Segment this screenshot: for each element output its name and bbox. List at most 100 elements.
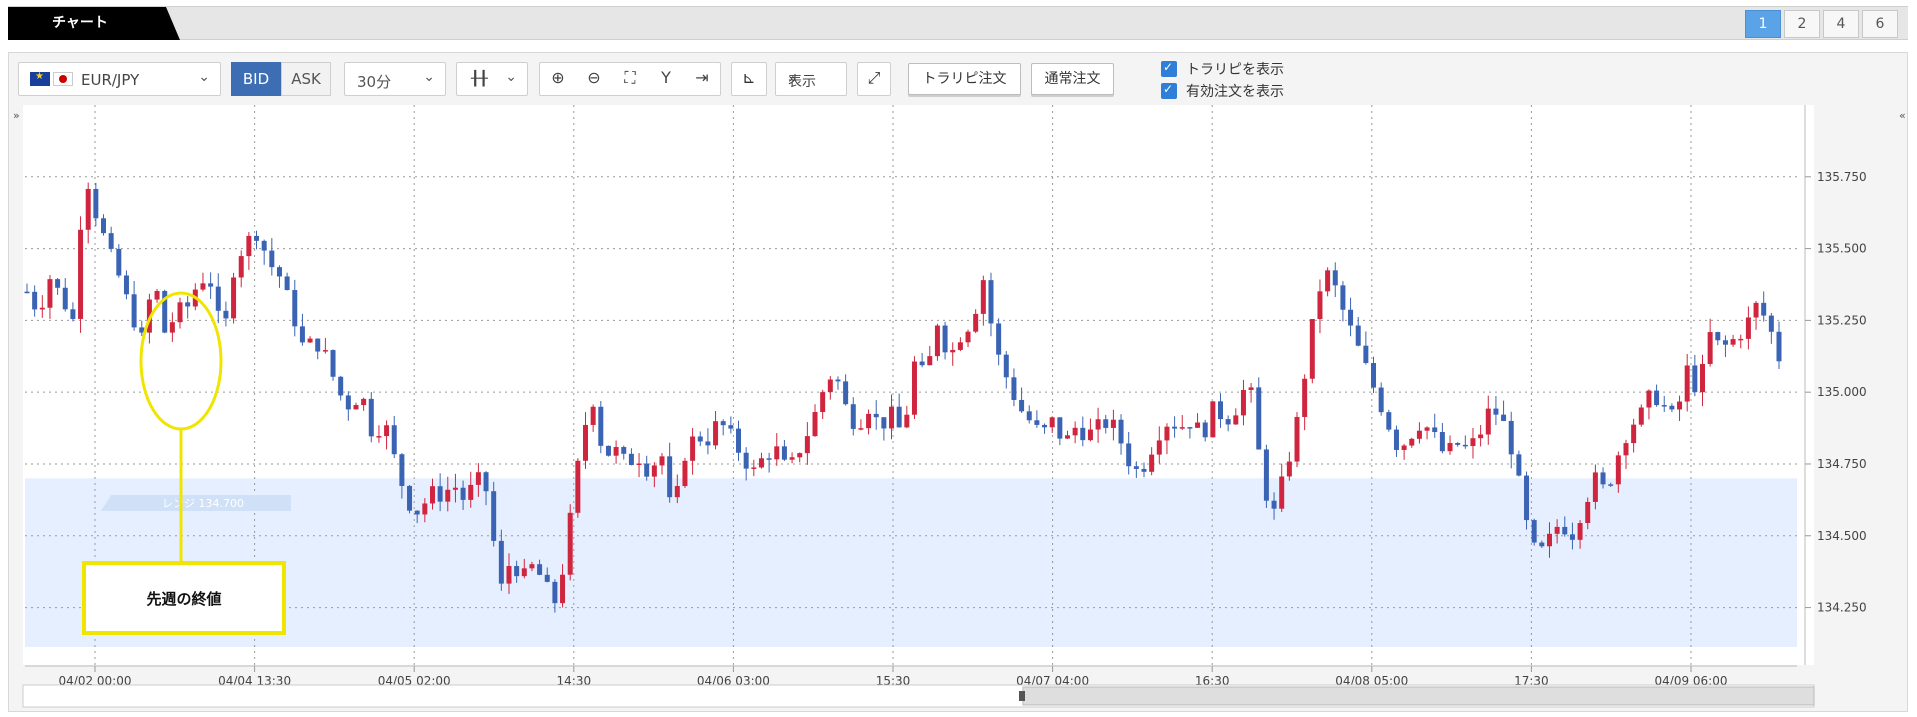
candle-body — [468, 484, 474, 500]
candle-body — [1554, 526, 1560, 534]
candle-body — [85, 188, 91, 230]
candle-body — [1753, 302, 1759, 318]
candle-body — [1416, 430, 1422, 439]
ask-button[interactable]: ASK — [281, 62, 331, 96]
layout-button-6[interactable]: 6 — [1862, 10, 1898, 38]
candle-body — [70, 309, 76, 319]
candle-body — [39, 307, 45, 310]
bid-button[interactable]: BID — [231, 62, 281, 96]
candle-body — [139, 327, 145, 333]
period-select[interactable]: 30分 ⌄ — [344, 62, 446, 96]
candle-body — [108, 233, 114, 249]
candle-body — [613, 447, 619, 456]
candle-body — [414, 510, 420, 515]
candle-body — [1026, 411, 1032, 421]
candle-body — [1485, 408, 1491, 435]
candle-body — [185, 302, 191, 307]
display-menu[interactable]: 表示 » — [775, 62, 847, 96]
y-axis-lock-icon[interactable]: Y — [661, 68, 671, 87]
candle-body — [736, 428, 742, 453]
candle-body — [1317, 291, 1323, 320]
candle-body — [330, 350, 336, 377]
candle-body — [544, 574, 550, 582]
show-trap-label: トラリピを表示 — [1186, 62, 1284, 78]
chevron-down-icon: ⌄ — [198, 69, 210, 85]
candles — [24, 182, 1782, 613]
candle-body — [957, 342, 963, 350]
candle-body — [1646, 390, 1652, 408]
candle-body — [368, 398, 374, 437]
layout-button-2[interactable]: 2 — [1784, 10, 1820, 38]
y-tick-label: 135.750 — [1817, 170, 1867, 184]
show-orders-checkbox[interactable]: 有効注文を表示 — [1161, 80, 1284, 102]
candle-body — [1439, 432, 1445, 452]
candle-body — [452, 487, 458, 490]
candle-body — [1615, 455, 1621, 485]
zoom-tools: ⊕ ⊖ ⛶ Y ⇥ — [539, 62, 721, 96]
candle-body — [1363, 345, 1369, 364]
candle-body — [1103, 419, 1109, 428]
candle-body — [399, 454, 405, 486]
zoom-in-icon[interactable]: ⊕ — [551, 68, 565, 87]
candle-body — [1348, 309, 1354, 326]
candle-body — [590, 406, 596, 425]
layout-button-1[interactable]: 1 — [1745, 10, 1781, 38]
candle-body — [1149, 454, 1155, 472]
candle-body — [1677, 401, 1683, 410]
candle-body — [269, 250, 275, 268]
candle-body — [1546, 533, 1552, 547]
candle-body — [361, 398, 367, 406]
candle-body — [766, 458, 772, 460]
candle-body — [1126, 443, 1132, 467]
fullscreen-button[interactable]: ⤢ — [857, 62, 891, 96]
candle-body — [422, 503, 428, 515]
price-chart[interactable]: 135.750 135.500 135.250 135.000 134.750 134.5… — [9, 105, 1909, 713]
add-indicator-icon: ⊾ — [742, 68, 756, 87]
candle-body — [1539, 542, 1545, 547]
candle-body — [1730, 339, 1736, 345]
fit-screen-icon[interactable]: ⛶ — [624, 68, 636, 87]
candle-body — [881, 417, 887, 429]
trap-repeat-order-button[interactable]: トラリピ注文 — [908, 63, 1021, 95]
candle-body — [1141, 468, 1147, 472]
candle-body — [1715, 332, 1721, 341]
add-indicator-button[interactable]: ⊾ — [731, 62, 767, 96]
candle-body — [1699, 363, 1705, 393]
candle-body — [1095, 419, 1101, 430]
candle-body — [1409, 438, 1415, 446]
candle-body — [1501, 414, 1507, 421]
candle-body — [919, 361, 925, 366]
candle-body — [1218, 401, 1224, 420]
candle-body — [621, 447, 627, 454]
candle-body — [498, 540, 504, 584]
chart-type-select[interactable]: ╂╂ ⌄ — [456, 62, 528, 96]
candle-body — [605, 445, 611, 456]
chart-area[interactable]: 135.750 135.500 135.250 135.000 134.750 134.5… — [9, 105, 1909, 713]
candle-body — [123, 275, 129, 295]
show-trap-checkbox[interactable]: トラリピを表示 — [1161, 58, 1284, 80]
currency-pair-label: EUR/JPY — [81, 71, 140, 89]
tab-chart[interactable]: チャート — [8, 7, 180, 40]
normal-order-button[interactable]: 通常注文 — [1031, 63, 1114, 95]
y-tick-label: 135.500 — [1817, 242, 1867, 256]
y-tick-label: 134.500 — [1817, 529, 1867, 543]
candle-body — [850, 404, 856, 429]
candle-body — [24, 291, 30, 294]
layout-button-4[interactable]: 4 — [1823, 10, 1859, 38]
candle-body — [789, 457, 795, 460]
candle-body — [560, 574, 566, 604]
candle-body — [154, 290, 160, 300]
currency-pair-select[interactable]: EUR/JPY ⌄ — [18, 62, 221, 96]
jump-latest-icon[interactable]: ⇥ — [695, 68, 709, 87]
eu-flag-icon — [30, 71, 50, 86]
checkbox-checked-icon — [1161, 60, 1177, 77]
candle-body — [93, 188, 99, 219]
candle-body — [514, 566, 520, 577]
candle-body — [32, 291, 38, 310]
candlestick-icon: ╂╂ — [471, 71, 488, 87]
zoom-out-icon[interactable]: ⊖ — [587, 68, 601, 87]
candle-body — [873, 413, 879, 418]
candle-body — [1386, 412, 1392, 430]
candle-body — [78, 229, 84, 319]
candle-body — [315, 338, 321, 352]
